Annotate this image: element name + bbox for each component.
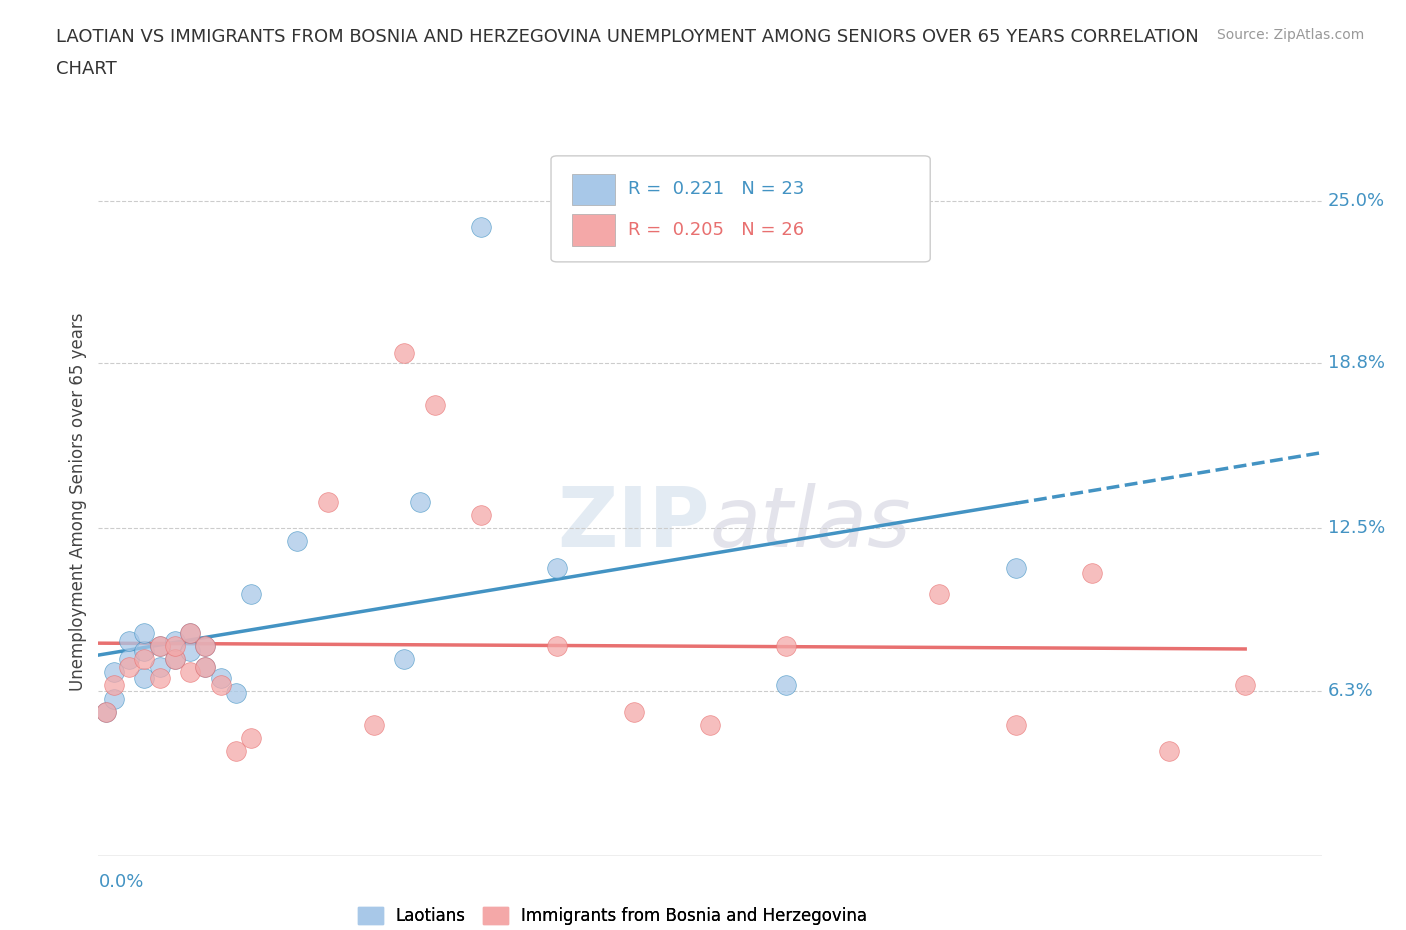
Point bbox=[118, 633, 141, 648]
Point bbox=[928, 587, 950, 602]
Point bbox=[240, 587, 263, 602]
Point bbox=[134, 644, 156, 658]
Point bbox=[134, 626, 156, 641]
Point bbox=[775, 639, 797, 654]
Point bbox=[134, 671, 156, 685]
Point bbox=[470, 508, 492, 523]
Point bbox=[423, 398, 446, 413]
Point bbox=[194, 659, 217, 674]
Point bbox=[103, 665, 125, 680]
Point bbox=[1234, 678, 1257, 693]
Text: 18.8%: 18.8% bbox=[1327, 354, 1385, 372]
Point bbox=[149, 639, 172, 654]
Text: LAOTIAN VS IMMIGRANTS FROM BOSNIA AND HERZEGOVINA UNEMPLOYMENT AMONG SENIORS OVE: LAOTIAN VS IMMIGRANTS FROM BOSNIA AND HE… bbox=[56, 28, 1199, 46]
Point bbox=[363, 717, 385, 732]
Point bbox=[775, 678, 797, 693]
Point bbox=[103, 678, 125, 693]
Text: R =  0.205   N = 26: R = 0.205 N = 26 bbox=[628, 221, 804, 239]
Point bbox=[408, 495, 430, 510]
Point bbox=[285, 534, 308, 549]
Point bbox=[699, 717, 721, 732]
Point bbox=[1004, 560, 1026, 575]
Point bbox=[163, 652, 186, 667]
Point bbox=[1004, 717, 1026, 732]
Text: atlas: atlas bbox=[710, 483, 911, 564]
Text: Source: ZipAtlas.com: Source: ZipAtlas.com bbox=[1216, 28, 1364, 42]
Point bbox=[94, 704, 117, 719]
Point bbox=[623, 704, 645, 719]
Point bbox=[546, 639, 568, 654]
Point bbox=[1081, 565, 1104, 580]
Text: 12.5%: 12.5% bbox=[1327, 519, 1385, 538]
Text: ZIP: ZIP bbox=[558, 483, 710, 564]
Point bbox=[470, 219, 492, 234]
Text: R =  0.221   N = 23: R = 0.221 N = 23 bbox=[628, 180, 804, 198]
Point bbox=[163, 652, 186, 667]
Point bbox=[316, 495, 339, 510]
Point bbox=[392, 652, 416, 667]
Point bbox=[209, 671, 232, 685]
Point bbox=[392, 346, 416, 361]
Text: CHART: CHART bbox=[56, 60, 117, 78]
Point bbox=[118, 652, 141, 667]
Point bbox=[94, 704, 117, 719]
Point bbox=[194, 639, 217, 654]
Point bbox=[179, 665, 201, 680]
Point bbox=[118, 659, 141, 674]
Point bbox=[163, 633, 186, 648]
Point bbox=[149, 659, 172, 674]
Point bbox=[179, 644, 201, 658]
FancyBboxPatch shape bbox=[572, 214, 614, 246]
Y-axis label: Unemployment Among Seniors over 65 years: Unemployment Among Seniors over 65 years bbox=[69, 313, 87, 691]
Point bbox=[179, 626, 201, 641]
FancyBboxPatch shape bbox=[572, 174, 614, 206]
Point bbox=[225, 685, 247, 700]
Point bbox=[194, 659, 217, 674]
Legend: Laotians, Immigrants from Bosnia and Herzegovina: Laotians, Immigrants from Bosnia and Her… bbox=[352, 900, 873, 930]
Point bbox=[149, 639, 172, 654]
Point bbox=[225, 743, 247, 758]
Point bbox=[209, 678, 232, 693]
Point bbox=[103, 691, 125, 706]
Point bbox=[179, 626, 201, 641]
Point bbox=[240, 730, 263, 745]
Text: 0.0%: 0.0% bbox=[98, 873, 143, 891]
Point bbox=[1157, 743, 1180, 758]
Point bbox=[149, 671, 172, 685]
Point bbox=[163, 639, 186, 654]
Text: 6.3%: 6.3% bbox=[1327, 682, 1374, 699]
Text: 25.0%: 25.0% bbox=[1327, 193, 1385, 210]
Point bbox=[546, 560, 568, 575]
Point bbox=[194, 639, 217, 654]
Point bbox=[134, 652, 156, 667]
FancyBboxPatch shape bbox=[551, 156, 931, 262]
